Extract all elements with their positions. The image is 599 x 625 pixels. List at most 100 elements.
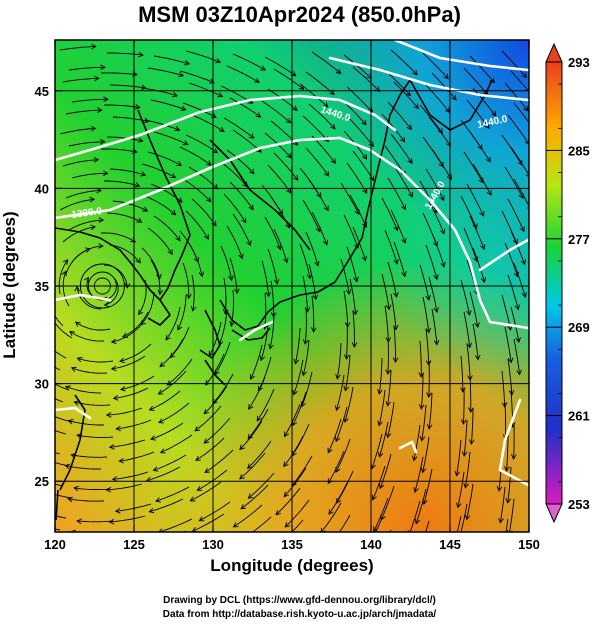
streamline bbox=[428, 392, 433, 429]
streamline-arrow bbox=[67, 419, 74, 425]
streamline-arrow bbox=[329, 89, 335, 96]
streamline-arrow bbox=[511, 454, 517, 460]
streamline bbox=[141, 163, 176, 178]
streamline bbox=[159, 338, 184, 367]
streamline-arrow bbox=[205, 196, 212, 203]
streamline bbox=[77, 434, 114, 438]
streamline bbox=[112, 200, 148, 212]
x-axis-label: Longitude (degrees) bbox=[210, 556, 374, 575]
streamline-arrow bbox=[286, 152, 292, 159]
streamline bbox=[247, 440, 272, 469]
streamline bbox=[218, 309, 228, 346]
streamline-arrow bbox=[248, 404, 254, 410]
streamline-arrow bbox=[112, 395, 119, 401]
streamline bbox=[431, 308, 438, 345]
streamline-arrow bbox=[283, 491, 290, 498]
streamline bbox=[185, 210, 209, 240]
streamline bbox=[55, 494, 73, 499]
streamline bbox=[460, 195, 478, 229]
streamline-arrow bbox=[506, 325, 513, 331]
streamline-arrow bbox=[96, 187, 102, 194]
streamline-arrow bbox=[148, 507, 155, 514]
streamline-arrow bbox=[157, 389, 164, 395]
streamline bbox=[311, 211, 328, 245]
streamline-arrow bbox=[433, 274, 439, 281]
streamline-arrow bbox=[114, 508, 121, 514]
streamline bbox=[390, 49, 418, 76]
streamline bbox=[273, 228, 288, 263]
streamline bbox=[343, 290, 349, 327]
streamline-arrow bbox=[90, 224, 97, 231]
streamline bbox=[308, 263, 317, 300]
streamline bbox=[428, 360, 430, 398]
streamline-arrow bbox=[516, 369, 522, 376]
streamline-arrow bbox=[446, 174, 452, 181]
streamline bbox=[65, 109, 102, 115]
streamline bbox=[232, 213, 251, 246]
streamline bbox=[423, 468, 433, 505]
streamline bbox=[100, 232, 136, 243]
streamline bbox=[191, 274, 195, 311]
streamline-arrow bbox=[67, 496, 74, 503]
streamline-arrow bbox=[180, 105, 187, 111]
streamline-arrow bbox=[505, 498, 512, 504]
streamline bbox=[349, 278, 357, 315]
streamline bbox=[422, 436, 430, 473]
streamline bbox=[283, 467, 307, 497]
streamline-arrow bbox=[184, 59, 190, 66]
streamline bbox=[76, 286, 102, 310]
streamline bbox=[264, 56, 296, 77]
streamline bbox=[419, 340, 422, 378]
streamline-arrow bbox=[393, 258, 399, 265]
colorbar-max-arrow bbox=[545, 42, 563, 63]
credit-data: Data from http://database.rish.kyoto-u.a… bbox=[162, 609, 437, 620]
streamline bbox=[384, 305, 389, 342]
streamline-arrow bbox=[73, 485, 79, 492]
streamline bbox=[283, 435, 304, 467]
streamline bbox=[507, 358, 513, 395]
x-tick-label: 130 bbox=[202, 537, 224, 552]
streamline bbox=[387, 177, 406, 210]
streamline bbox=[247, 408, 269, 440]
streamline-arrow bbox=[260, 65, 267, 71]
streamline bbox=[188, 82, 223, 98]
streamline bbox=[55, 430, 67, 435]
streamline bbox=[311, 295, 315, 332]
colorbar-label: 277 bbox=[568, 232, 590, 247]
streamline bbox=[336, 470, 354, 504]
streamline bbox=[65, 386, 102, 394]
streamline-arrow bbox=[420, 467, 427, 474]
streamline bbox=[466, 483, 474, 520]
streamline bbox=[387, 337, 389, 375]
streamline bbox=[505, 518, 509, 532]
streamline-arrow bbox=[39, 335, 44, 340]
streamline bbox=[378, 389, 386, 426]
streamline-arrow bbox=[158, 528, 163, 532]
streamline bbox=[335, 406, 348, 442]
streamline-arrow bbox=[156, 273, 162, 280]
streamline-arrow bbox=[137, 137, 144, 143]
streamline-arrow bbox=[212, 148, 219, 154]
streamline-arrow bbox=[203, 234, 209, 240]
streamline-arrow bbox=[351, 342, 358, 348]
streamline bbox=[68, 219, 104, 231]
streamline bbox=[469, 131, 491, 163]
streamline-arrow bbox=[97, 107, 103, 113]
streamline-arrow bbox=[265, 291, 272, 298]
streamline-arrow bbox=[254, 77, 260, 83]
streamline-arrow bbox=[140, 84, 147, 91]
streamline-arrow bbox=[474, 354, 481, 361]
streamline-arrow bbox=[248, 133, 255, 139]
streamline-arrow bbox=[474, 322, 480, 329]
streamline bbox=[469, 291, 479, 328]
streamline bbox=[68, 66, 105, 71]
streamline bbox=[160, 434, 193, 454]
streamline bbox=[419, 180, 438, 213]
streamline-arrow bbox=[249, 374, 255, 380]
streamline bbox=[220, 245, 233, 281]
streamline-arrow bbox=[203, 438, 210, 444]
streamline-arrow bbox=[232, 522, 239, 528]
streamline-arrow bbox=[105, 412, 112, 418]
streamline bbox=[269, 312, 275, 349]
streamline bbox=[191, 114, 225, 132]
